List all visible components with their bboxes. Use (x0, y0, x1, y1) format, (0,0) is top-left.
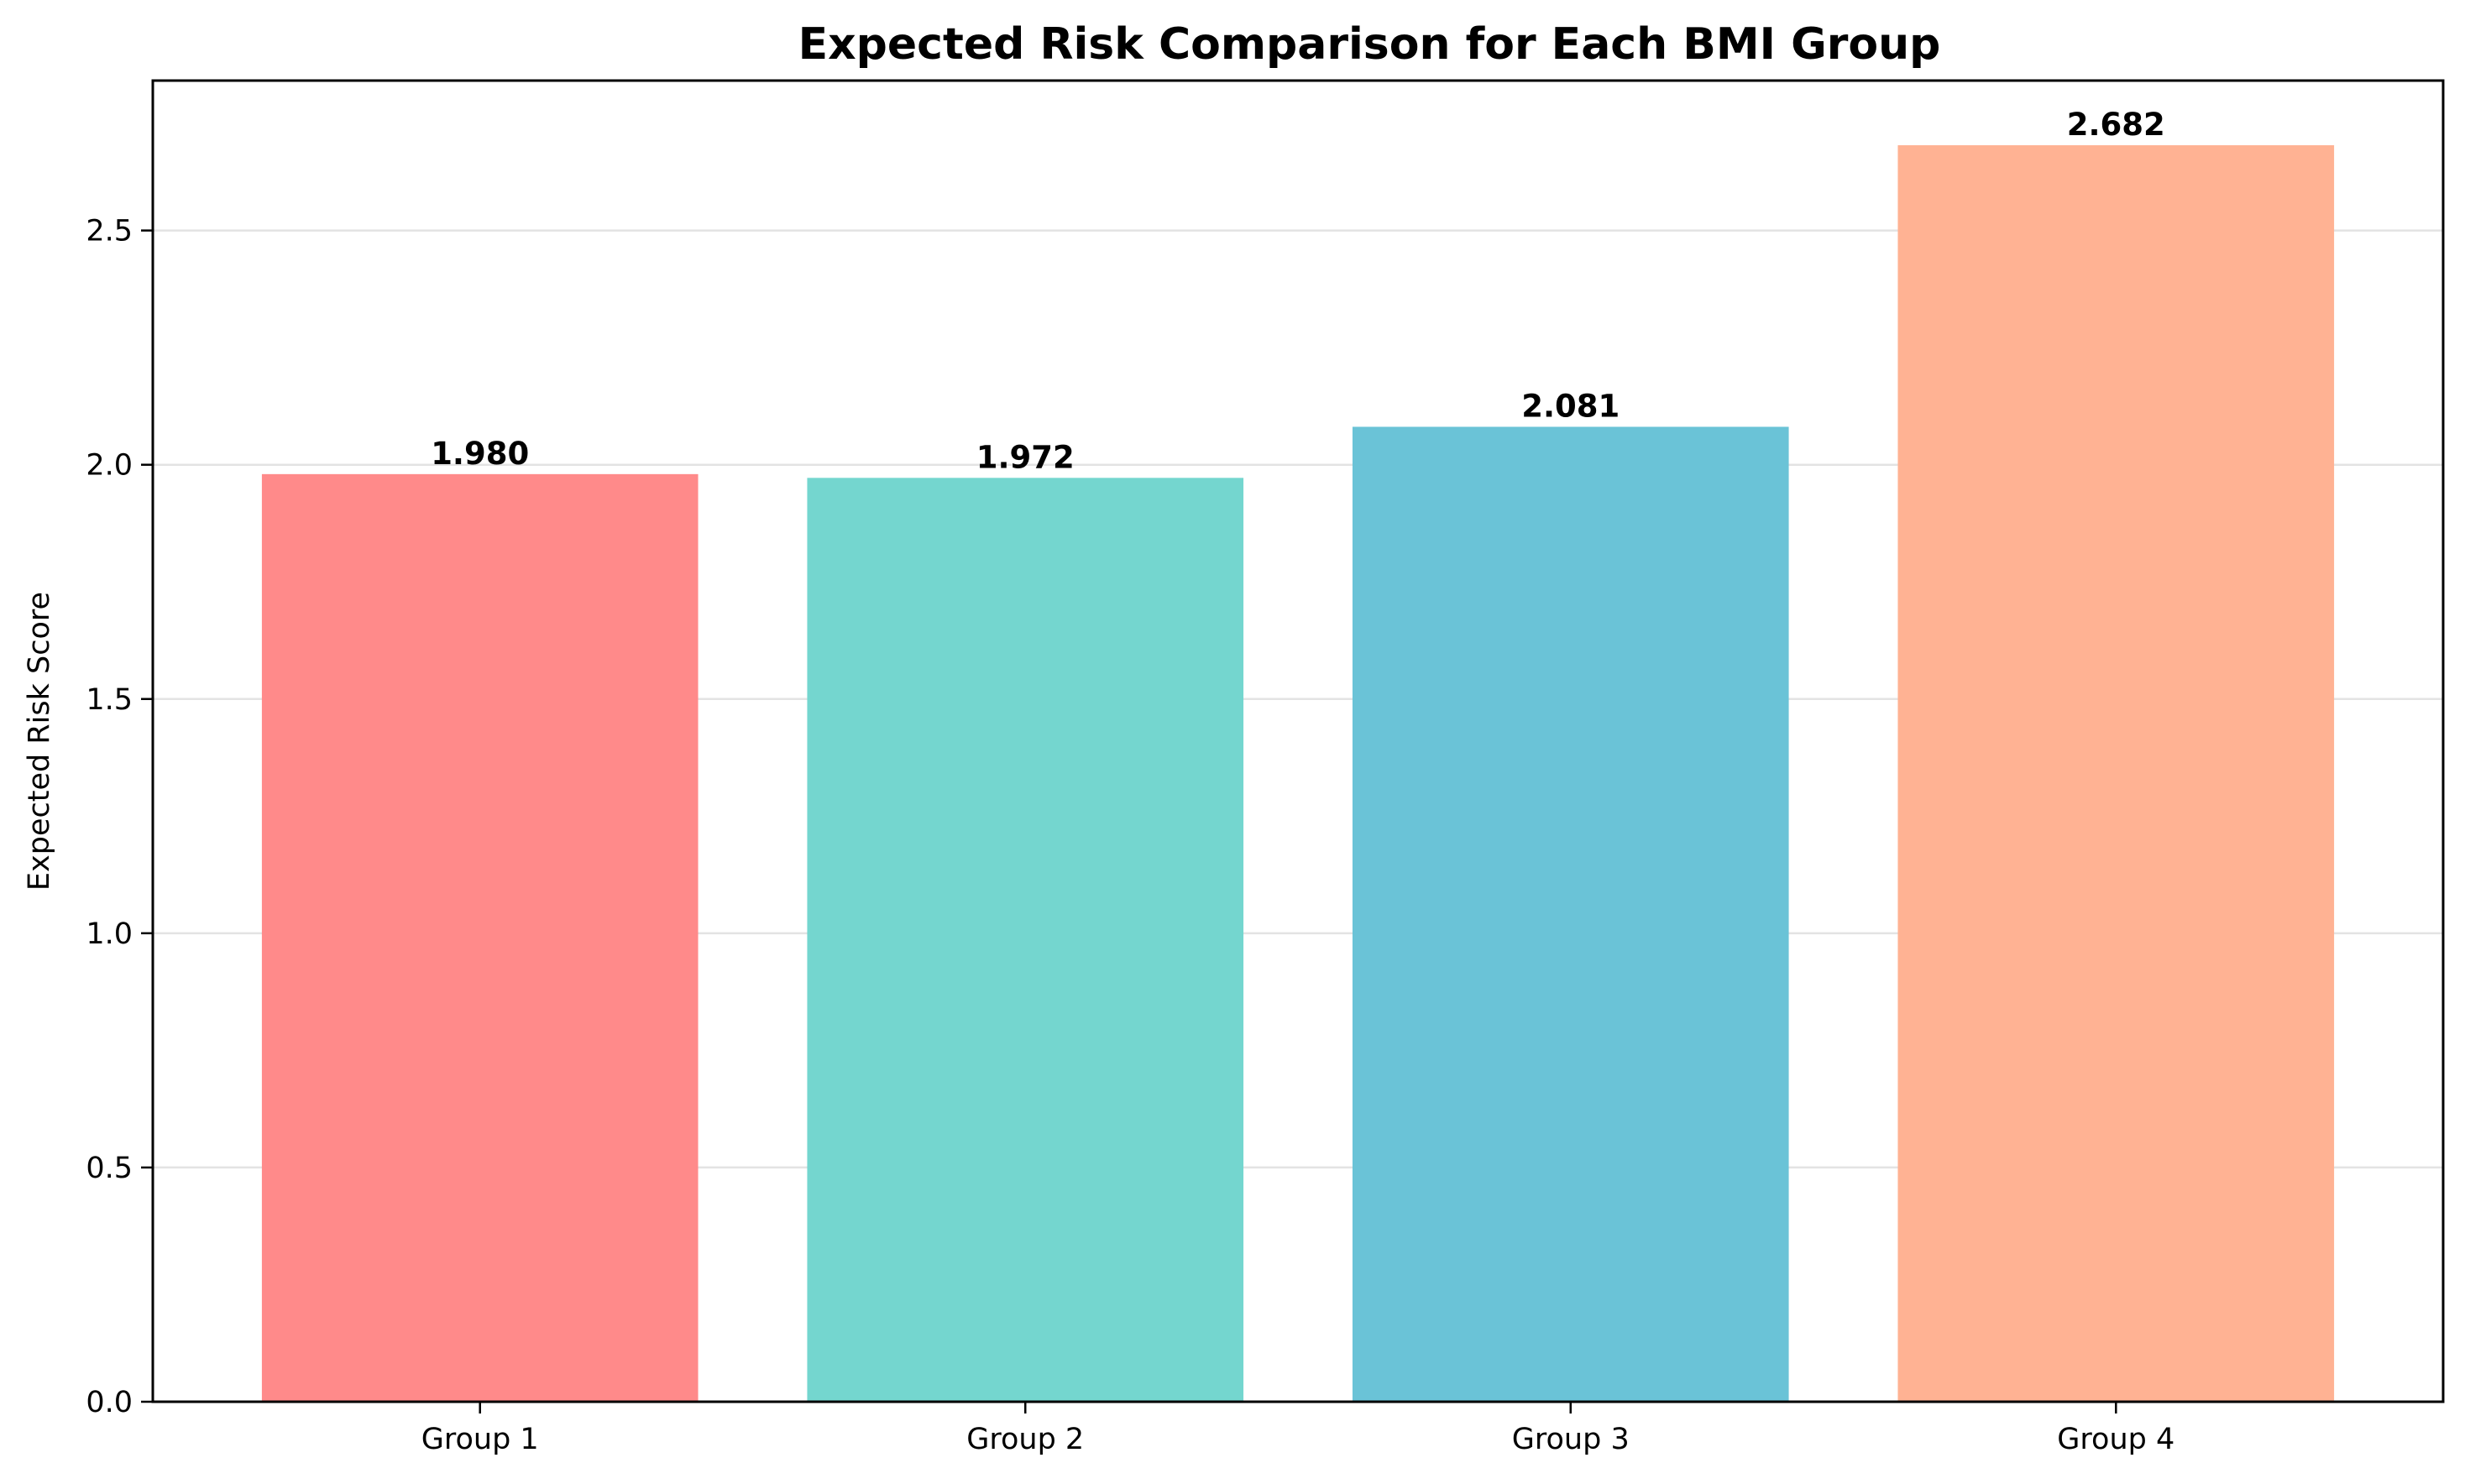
x-tick-label: Group 4 (2057, 1423, 2174, 1456)
x-axis: Group 1 Group 2 Group 3 Group 4 (421, 1402, 2174, 1456)
bar (807, 478, 1244, 1402)
y-tick-label: 0.0 (86, 1386, 133, 1419)
chart-title: Expected Risk Comparison for Each BMI Gr… (798, 19, 1941, 70)
y-axis-label: Expected Risk Score (23, 592, 56, 891)
data-labels: 1.980 1.972 2.081 2.682 (431, 107, 2165, 475)
bar-value-label: 2.081 (1521, 388, 1620, 424)
bar (1352, 426, 1789, 1402)
bar-value-label: 1.972 (976, 439, 1075, 475)
x-tick-label: Group 1 (421, 1423, 539, 1456)
y-axis: 0.0 0.5 1.0 1.5 2.0 2.5 (86, 215, 153, 1419)
bar-value-label: 1.980 (431, 436, 529, 472)
y-tick-label: 1.0 (86, 917, 133, 951)
y-tick-label: 1.5 (86, 683, 133, 717)
bar (1897, 145, 2335, 1403)
y-tick-label: 2.5 (86, 215, 133, 248)
bar (261, 473, 699, 1402)
x-tick-label: Group 3 (1512, 1423, 1630, 1456)
plot-frame (151, 79, 2445, 1403)
y-tick-label: 2.0 (86, 449, 133, 483)
bar-value-label: 2.682 (2067, 107, 2165, 143)
y-tick-label: 0.5 (86, 1152, 133, 1185)
bars (261, 145, 2335, 1403)
x-tick-label: Group 2 (966, 1423, 1084, 1456)
